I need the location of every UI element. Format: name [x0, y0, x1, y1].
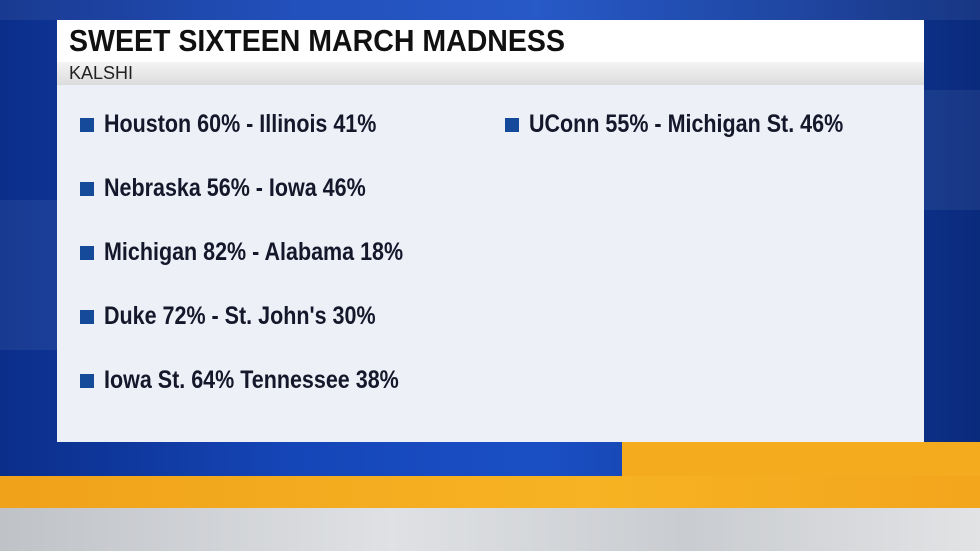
item-text: Houston 60% - Illinois 41% [104, 110, 377, 138]
subtitle: KALSHI [69, 63, 134, 83]
bullet [80, 374, 94, 388]
bullet [80, 182, 94, 196]
bg-tile [0, 200, 57, 350]
title-bar: SWEET SIXTEEN MARCH MADNESS [57, 20, 924, 62]
bullet [505, 118, 519, 132]
bullet [80, 310, 94, 324]
item-text: Duke 72% - St. John's 30% [104, 302, 376, 330]
item-text: UConn 55% - Michigan St. 46% [529, 110, 844, 138]
title: SWEET SIXTEEN MARCH MADNESS [69, 23, 565, 58]
bullet [80, 118, 94, 132]
item-text: Michigan 82% - Alabama 18% [104, 238, 404, 266]
bullet [80, 246, 94, 260]
item-text: Iowa St. 64% Tennessee 38% [104, 366, 399, 394]
subtitle-bar: KALSHI [57, 62, 924, 85]
bg-tile [0, 0, 980, 20]
gray-band [0, 508, 980, 551]
item-text: Nebraska 56% - Iowa 46% [104, 174, 366, 202]
panel: Houston 60% - Illinois 41% Nebraska 56% -… [57, 85, 924, 442]
bg-tile [924, 90, 980, 210]
orange-band [0, 476, 980, 508]
orange-block [622, 442, 980, 482]
